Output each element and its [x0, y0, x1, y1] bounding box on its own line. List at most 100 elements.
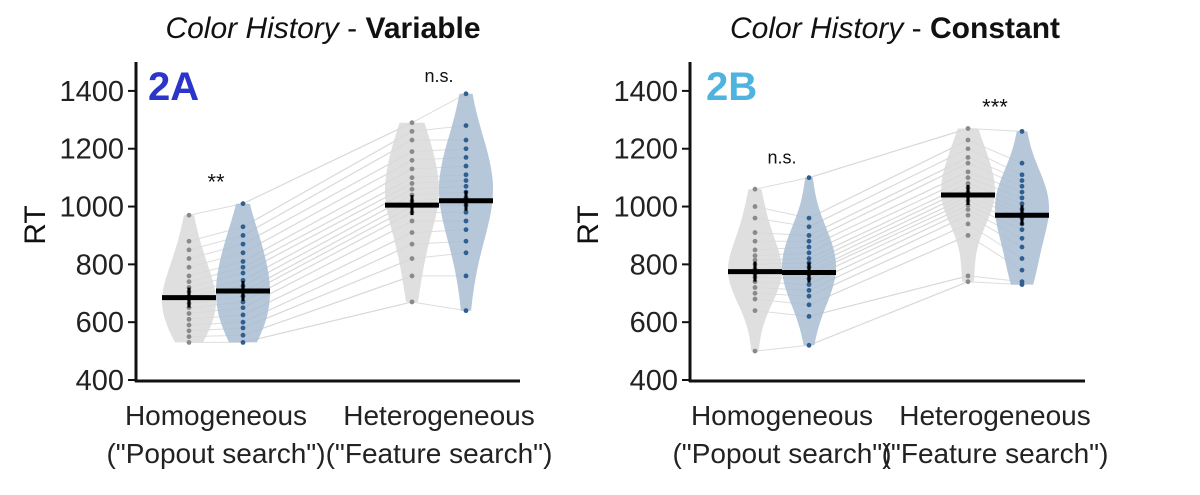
subject-line — [411, 93, 467, 124]
data-point — [1019, 267, 1025, 273]
data-point — [1019, 178, 1025, 183]
data-point — [1019, 189, 1025, 195]
data-point — [240, 319, 246, 325]
data-point — [409, 218, 415, 224]
data-point — [409, 273, 415, 279]
significance-label: *** — [982, 94, 1008, 119]
data-point — [965, 212, 971, 218]
subject-line — [808, 148, 969, 228]
x-category-label: ("Popout search") — [106, 438, 325, 469]
y-tick-label: 1000 — [613, 192, 678, 224]
panel-2b: Color History - Constant RT 400 600 800 1000 1… — [572, 12, 1108, 469]
subject-line — [808, 156, 969, 236]
subject-line — [242, 243, 413, 323]
data-point — [1019, 235, 1025, 241]
data-point — [806, 342, 812, 348]
data-point — [409, 137, 415, 143]
data-point — [965, 137, 971, 143]
data-point — [463, 137, 469, 143]
subject-line — [242, 220, 413, 309]
y-tick-label: 800 — [76, 249, 124, 281]
data-point — [240, 264, 246, 270]
y-tick-label: 1200 — [59, 134, 124, 166]
y-tick-label: 1200 — [613, 134, 678, 166]
data-point — [463, 91, 469, 97]
data-point — [186, 311, 192, 316]
data-point — [186, 212, 192, 218]
y-tick-label: 600 — [76, 307, 124, 339]
data-point — [965, 273, 971, 279]
data-point — [186, 340, 192, 345]
data-point — [965, 181, 971, 186]
significance-label: n.s. — [424, 66, 453, 86]
data-point — [240, 241, 246, 247]
data-point — [409, 157, 415, 163]
subject-line — [808, 223, 969, 297]
subject-line — [754, 344, 810, 352]
subject-line — [808, 275, 969, 317]
subject-line — [808, 162, 969, 242]
data-point — [463, 238, 469, 244]
data-point — [240, 224, 246, 230]
data-point — [409, 175, 415, 181]
data-point — [752, 204, 758, 209]
subject-line — [242, 177, 413, 268]
data-point — [463, 146, 469, 152]
data-point — [1019, 279, 1025, 285]
data-point — [240, 312, 246, 318]
data-point — [186, 264, 192, 270]
data-point — [186, 256, 192, 261]
data-point — [463, 172, 469, 178]
data-point — [186, 328, 192, 334]
data-point — [965, 221, 971, 227]
chart-title: Color History - Constant — [730, 12, 1060, 45]
data-point — [186, 273, 192, 279]
subject-line — [242, 130, 413, 228]
data-point — [806, 302, 812, 308]
subject-line — [808, 139, 969, 219]
data-point — [806, 238, 812, 244]
subject-line — [411, 301, 467, 312]
chart-title: Color History - Variable — [165, 12, 480, 45]
data-point — [965, 233, 971, 238]
data-point — [409, 241, 415, 247]
data-point — [1019, 256, 1025, 261]
data-point — [1019, 183, 1025, 189]
y-tick-label: 400 — [76, 365, 124, 397]
data-point — [240, 305, 246, 311]
data-point — [965, 207, 971, 212]
panel-label: 2B — [706, 65, 757, 109]
data-point — [1019, 128, 1025, 134]
data-point — [806, 282, 812, 287]
data-point — [409, 128, 415, 134]
subject-line — [188, 203, 244, 216]
data-point — [240, 259, 246, 264]
data-point — [752, 296, 758, 302]
x-category-label: Heterogeneous — [343, 400, 534, 431]
data-point — [240, 332, 246, 338]
data-point — [965, 155, 971, 160]
data-point — [965, 169, 971, 175]
data-point — [186, 322, 192, 328]
data-point — [463, 178, 469, 183]
data-point — [752, 215, 758, 221]
subject-line — [242, 139, 413, 236]
subject-line — [242, 211, 413, 303]
x-category-label: ("Popout search") — [672, 438, 891, 469]
data-point — [409, 256, 415, 261]
data-point — [186, 279, 192, 285]
data-point — [806, 175, 812, 181]
data-point — [806, 293, 812, 299]
data-point — [463, 250, 469, 256]
data-point — [752, 308, 758, 314]
subject-line — [242, 159, 413, 254]
subject-line — [808, 234, 969, 306]
data-point — [806, 224, 812, 230]
y-tick-label: 1000 — [59, 192, 124, 224]
subject-line — [242, 206, 413, 297]
data-point — [965, 146, 971, 152]
data-point — [1019, 195, 1025, 201]
data-point — [1019, 227, 1025, 233]
x-category-label: ("Feature search") — [882, 438, 1109, 469]
data-point — [463, 155, 469, 160]
